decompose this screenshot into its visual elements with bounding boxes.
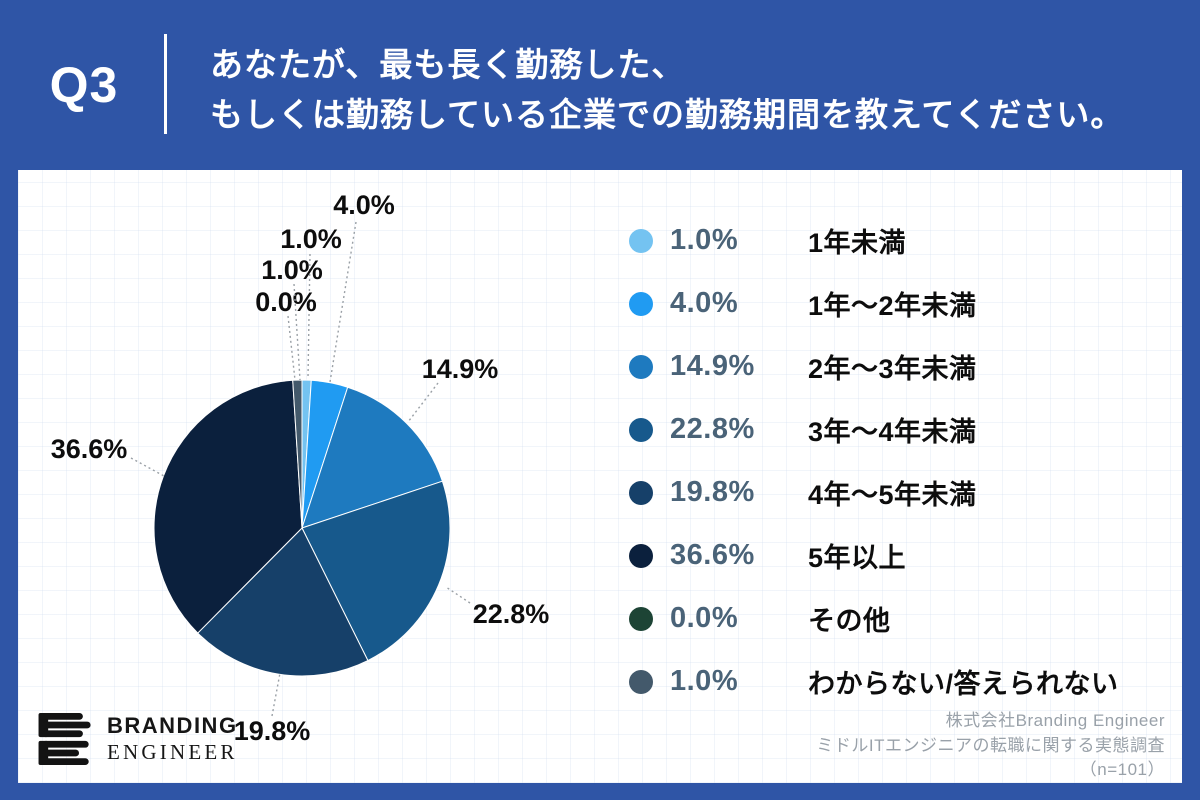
callout-label-2: 14.9% bbox=[422, 354, 499, 384]
legend-label: 1年〜2年未満 bbox=[808, 291, 977, 321]
logo-wordmark-line2: ENGINEER bbox=[107, 740, 238, 764]
legend-color-dot bbox=[629, 669, 653, 694]
legend-row-2: 14.9% 2年〜3年未満 bbox=[629, 335, 1119, 398]
legend-color-dot bbox=[629, 354, 653, 379]
legend-percent: 0.0% bbox=[670, 602, 739, 634]
legend-label: 1年未満 bbox=[808, 228, 907, 258]
legend-row-7: 1.0% わからない/答えられない bbox=[629, 650, 1119, 713]
branding-engineer-logo-icon bbox=[38, 712, 91, 766]
legend-row-4: 19.8% 4年〜5年未満 bbox=[629, 461, 1119, 524]
legend-percent: 22.8% bbox=[670, 413, 755, 445]
legend-row-3: 22.8% 3年〜4年未満 bbox=[629, 398, 1119, 461]
source-company: 株式会社Branding Engineer bbox=[945, 711, 1165, 730]
legend-row-6: 0.0% その他 bbox=[629, 587, 1119, 650]
logo-wordmark-line1: BRANDING bbox=[107, 713, 238, 738]
chart-card: 1.0% 4.0% 14.9% 22.8% 19.8% 36.6% 0.0% 1.0% 1.0… bbox=[18, 170, 1182, 783]
legend-percent: 14.9% bbox=[670, 350, 755, 382]
legend-row-5: 36.6% 5年以上 bbox=[629, 524, 1119, 587]
legend-label: 2年〜3年未満 bbox=[808, 354, 977, 384]
logo-wordmark: BRANDING ENGINEER bbox=[107, 713, 238, 765]
legend-color-dot bbox=[629, 291, 653, 316]
pie-chart: 1.0%4.0%14.9%22.8%19.8%36.6%0.0%1.0% bbox=[51, 190, 550, 746]
legend-color-dot bbox=[629, 417, 653, 442]
pie-slice-5 bbox=[153, 379, 303, 634]
callout-leader-line-4 bbox=[271, 672, 281, 717]
legend-percent: 36.6% bbox=[670, 539, 755, 571]
callout-leader-line-7 bbox=[293, 283, 301, 381]
callout-label-7: 1.0% bbox=[261, 255, 323, 285]
legend-percent: 1.0% bbox=[670, 224, 739, 256]
legend-label: 3年〜4年未満 bbox=[808, 417, 977, 447]
legend-label: 5年以上 bbox=[808, 543, 907, 573]
legend-label: わからない/答えられない bbox=[808, 669, 1119, 699]
legend-color-dot bbox=[629, 480, 653, 505]
legend-label: その他 bbox=[808, 606, 891, 636]
pie-slice-7 bbox=[292, 379, 303, 529]
callout-leader-line-1 bbox=[329, 221, 357, 383]
legend-percent: 1.0% bbox=[670, 665, 739, 697]
question-header: Q3 あなたが、最も長く勤務した、 もしくは勤務している企業での勤務期間を教えて… bbox=[0, 0, 1200, 170]
question-title: あなたが、最も長く勤務した、 もしくは勤務している企業での勤務期間を教えてくださ… bbox=[210, 40, 1124, 140]
source-survey-name: ミドルITエンジニアの転職に関する実態調査 bbox=[816, 735, 1165, 755]
question-number: Q3 bbox=[49, 57, 119, 113]
legend-percent: 4.0% bbox=[670, 287, 739, 319]
callout-label-0: 1.0% bbox=[280, 224, 342, 254]
header-divider bbox=[164, 34, 167, 134]
question-title-line1: あなたが、最も長く勤務した、 bbox=[210, 46, 686, 83]
callout-leader-line-5 bbox=[130, 457, 165, 477]
source-sample-size: （n=101） bbox=[1079, 760, 1165, 779]
callout-label-3: 22.8% bbox=[473, 599, 550, 629]
question-title-line2: もしくは勤務している企業での勤務期間を教えてください。 bbox=[210, 96, 1125, 133]
callout-label-1: 4.0% bbox=[333, 190, 395, 220]
pie-slice-4 bbox=[197, 527, 369, 677]
source-attribution: 株式会社Branding Engineer ミドルITエンジニアの転職に関する実… bbox=[816, 709, 1165, 783]
legend-row-1: 4.0% 1年〜2年未満 bbox=[629, 272, 1119, 335]
callout-leader-line-6 bbox=[287, 315, 296, 381]
callout-label-6: 0.0% bbox=[255, 287, 317, 317]
callout-leader-line-2 bbox=[407, 382, 439, 423]
callout-leader-line-0 bbox=[307, 253, 311, 379]
legend-percent: 19.8% bbox=[670, 476, 755, 508]
chart-legend: 1.0% 1年未満 4.0% 1年〜2年未満 14.9% 2年〜3年未満 22.8% 3年〜4… bbox=[629, 209, 1119, 713]
callout-leader-line-3 bbox=[445, 586, 471, 604]
pie-slice-3 bbox=[301, 480, 451, 662]
legend-color-dot bbox=[629, 543, 653, 568]
callout-label-5: 36.6% bbox=[51, 434, 128, 464]
legend-label: 4年〜5年未満 bbox=[808, 480, 977, 510]
callout-label-4: 19.8% bbox=[234, 716, 311, 746]
legend-color-dot bbox=[629, 606, 653, 631]
legend-color-dot bbox=[629, 228, 653, 253]
branding-engineer-logo: BRANDING ENGINEER bbox=[38, 712, 238, 766]
legend-row-0: 1.0% 1年未満 bbox=[629, 209, 1119, 272]
